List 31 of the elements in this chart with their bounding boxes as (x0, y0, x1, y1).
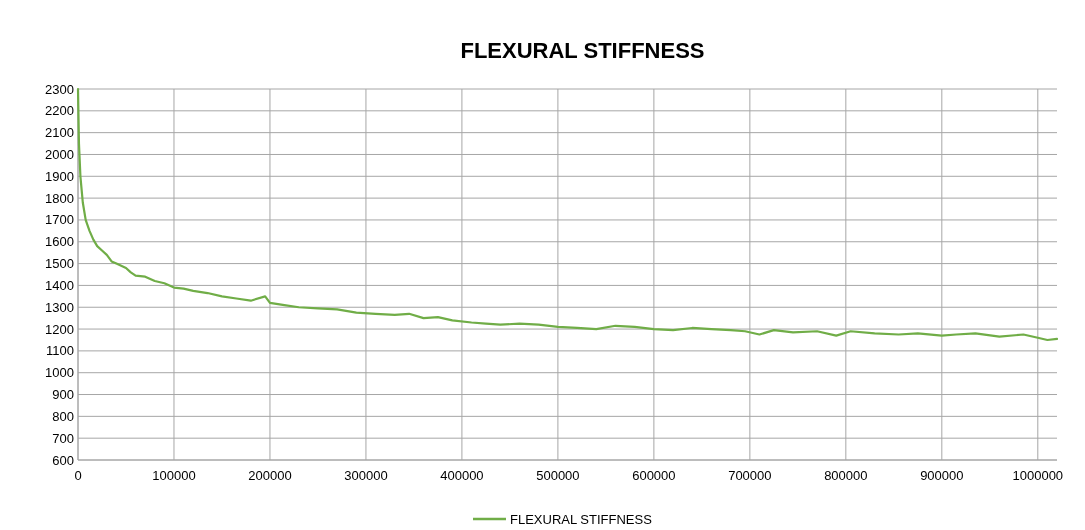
x-tick-label: 400000 (440, 468, 484, 483)
y-tick-label: 1800 (45, 190, 74, 206)
x-tick-label: 300000 (344, 468, 388, 483)
y-tick-label: 1900 (45, 168, 74, 184)
x-tick-label: 100000 (152, 468, 196, 483)
y-tick-label: 1100 (46, 343, 74, 359)
y-tick-label: 600 (52, 452, 74, 468)
x-tick-label: 1000000 (1012, 468, 1064, 483)
y-tick-label: 2000 (45, 147, 74, 163)
x-tick-label: 0 (74, 468, 82, 483)
y-tick-label: 800 (52, 408, 74, 424)
y-tick-label: 2200 (45, 103, 74, 119)
x-tick-label: 500000 (536, 468, 580, 483)
x-tick-label: 800000 (824, 468, 868, 483)
x-tick-label: 900000 (920, 468, 964, 483)
y-tick-label: 1000 (45, 365, 74, 381)
y-tick-label: 1400 (45, 277, 74, 293)
y-tick-label: 1700 (45, 212, 74, 228)
y-tick-label: 1300 (45, 299, 74, 315)
y-tick-label: 1600 (45, 234, 74, 250)
y-tick-label: 2300 (45, 81, 74, 97)
y-tick-label: 1500 (45, 256, 74, 272)
x-tick-label: 200000 (248, 468, 292, 483)
y-tick-label: 700 (52, 430, 74, 446)
x-tick-label: 600000 (632, 468, 676, 483)
y-tick-label: 1200 (45, 321, 74, 337)
y-tick-label: 2100 (45, 125, 74, 141)
y-tick-label: 900 (52, 387, 74, 403)
legend-label: FLEXURAL STIFFNESS (510, 511, 653, 527)
x-tick-label: 700000 (728, 468, 772, 483)
chart-title: FLEXURAL STIFFNESS (460, 38, 705, 63)
